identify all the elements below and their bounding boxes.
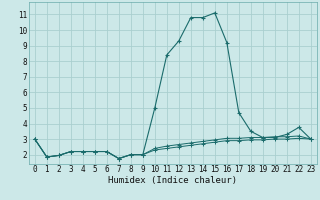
X-axis label: Humidex (Indice chaleur): Humidex (Indice chaleur) bbox=[108, 176, 237, 185]
